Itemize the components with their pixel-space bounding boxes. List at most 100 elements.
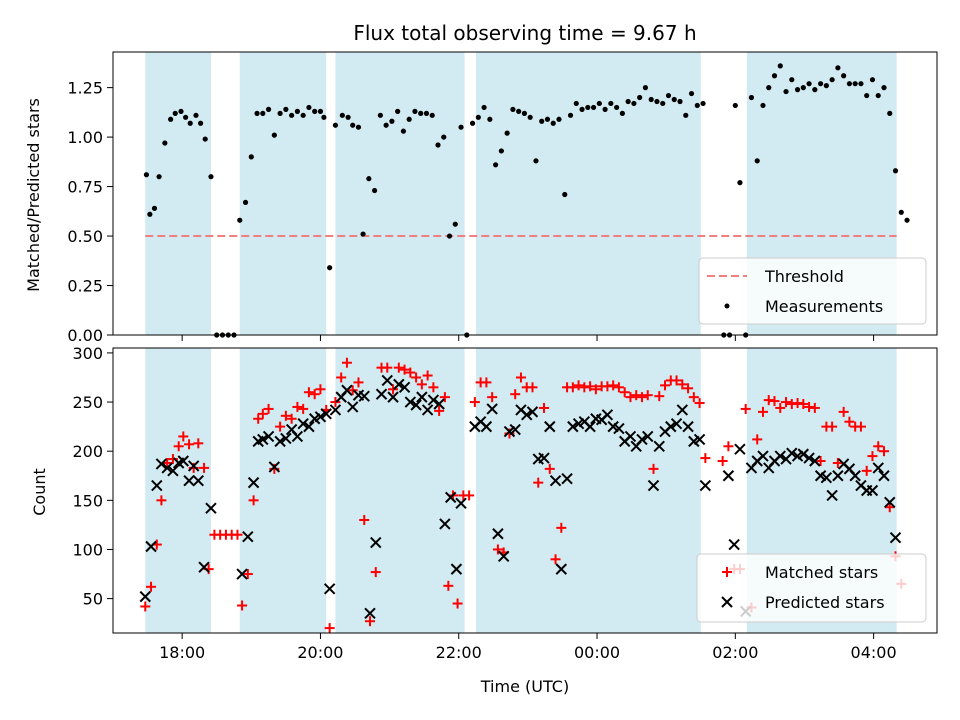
predicted-star-point (832, 470, 844, 482)
measurement-point (771, 73, 778, 79)
matched-star-point (683, 383, 694, 394)
x-tick-label: 04:00 (851, 643, 897, 662)
matched-star-point (740, 403, 751, 414)
matched-star-point (809, 402, 820, 413)
bottom-observing-interval (239, 348, 327, 633)
matched-star-point (315, 384, 326, 395)
predicted-star-stroke (636, 433, 648, 446)
measurement-point (777, 63, 783, 69)
measurement-point (846, 81, 853, 87)
top-y-axis-label: Matched/Predicted stars (24, 98, 43, 292)
measurement-point (527, 114, 533, 120)
predicted-star-stroke (797, 448, 810, 460)
matched-star-point (798, 399, 809, 410)
matched-star-point (248, 495, 259, 506)
measurement-point (254, 110, 260, 116)
predicted-star-point (480, 420, 493, 433)
matched-star-point (844, 416, 855, 427)
matched-star-point (861, 465, 872, 476)
predicted-star-point (538, 452, 550, 464)
x-tick-label: 02:00 (712, 643, 758, 662)
matched-star-point (469, 397, 480, 408)
matched-star-point (411, 372, 422, 383)
predicted-star-stroke (544, 420, 556, 433)
matched-star-point (590, 384, 601, 395)
bottom-y-tick-label: 50 (83, 590, 103, 609)
measurement-point (812, 87, 818, 93)
predicted-star-point (183, 474, 195, 487)
matched-star-point (416, 379, 427, 390)
measurement-point (260, 110, 266, 116)
predicted-star-point (280, 432, 292, 445)
matched-star-point (815, 456, 826, 467)
measurement-point (579, 106, 585, 112)
measurement-point (487, 116, 493, 122)
predicted-star-stroke (757, 450, 769, 462)
measurement-point (648, 96, 654, 103)
predicted-star-stroke (624, 430, 637, 443)
predicted-star-stroke (555, 563, 568, 575)
predicted-star-stroke (155, 458, 168, 470)
predicted-star-point (155, 458, 168, 470)
matched-star-point (439, 392, 450, 403)
measurement-point (452, 221, 458, 227)
matched-star-point (309, 389, 320, 400)
top-legend: Threshold Measurements (698, 257, 927, 325)
measurement-point (665, 92, 672, 99)
measurement-point (265, 106, 272, 112)
matched-star-point (556, 522, 567, 533)
measurement-point (642, 85, 649, 91)
predicted-star-point (433, 398, 445, 410)
measurement-point (300, 112, 306, 118)
predicted-star-stroke (728, 538, 740, 551)
predicted-star-stroke (421, 404, 434, 416)
matched-star-point (263, 403, 274, 414)
predicted-star-stroke (439, 518, 451, 530)
predicted-star-point (884, 496, 896, 509)
matched-star-point (492, 544, 503, 555)
bottom-y-tick-label: 150 (72, 491, 103, 510)
x-tick-label: 00:00 (574, 643, 620, 662)
bottom-y-tick-label: 100 (72, 540, 103, 559)
predicted-star-stroke (486, 403, 498, 415)
matched-star-point (193, 438, 204, 449)
predicted-star-point (274, 435, 286, 448)
predicted-star-stroke (375, 388, 388, 400)
predicted-star-point (653, 440, 665, 452)
bottom-y-tick-label: 200 (72, 442, 103, 461)
measurement-point (700, 100, 706, 107)
measurement-point (694, 102, 700, 109)
predicted-star-point (205, 502, 217, 514)
predicted-star-point (866, 484, 879, 497)
matched-star-point (487, 392, 498, 403)
predicted-star-point (624, 430, 637, 443)
measurement-point (800, 85, 806, 91)
predicted-star-stroke (187, 460, 200, 472)
measurement-point (162, 140, 168, 146)
predicted-star-point (613, 422, 625, 435)
measurement-point (350, 122, 356, 128)
matched-star-point (832, 457, 843, 468)
matched-star-point (280, 410, 291, 421)
measurement-point (806, 81, 812, 87)
predicted-star-point (198, 561, 210, 573)
predicted-star-stroke (647, 479, 660, 492)
bottom-y-tick-label: 300 (72, 344, 103, 363)
matched-star-point (341, 357, 352, 368)
matched-star-point (253, 413, 264, 424)
matched-star-point (452, 598, 463, 609)
predicted-star-point (486, 403, 498, 415)
measurement-point (533, 158, 539, 164)
predicted-star-stroke (826, 489, 838, 502)
predicted-star-point (262, 430, 275, 443)
measurement-point (504, 130, 510, 136)
predicted-star-point (257, 433, 269, 446)
predicted-star-stroke (526, 406, 539, 418)
matched-star-point (347, 385, 358, 396)
measurement-point (567, 112, 574, 118)
measurement-point (688, 90, 695, 97)
measurement-point (366, 176, 372, 182)
predicted-star-point (757, 450, 769, 462)
top-panel: 0.00 0.25 0.50 0.75 1.00 1.25 (67, 51, 938, 345)
measurement-point (892, 168, 899, 174)
